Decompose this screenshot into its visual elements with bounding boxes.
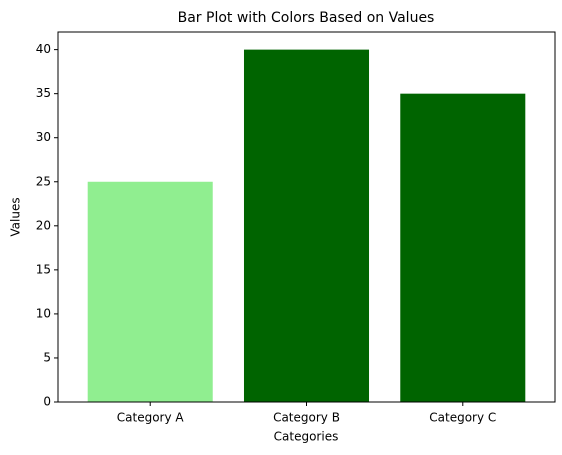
y-tick-label: 35 xyxy=(36,86,51,100)
y-tick-label: 5 xyxy=(43,350,51,364)
y-tick-label: 25 xyxy=(36,174,51,188)
bar xyxy=(87,181,213,402)
x-tick-label: Category A xyxy=(117,411,185,425)
x-axis-label: Categories xyxy=(274,430,339,444)
y-tick-label: 15 xyxy=(36,262,51,276)
y-tick-label: 10 xyxy=(36,306,51,320)
y-tick-label: 0 xyxy=(43,395,51,409)
axes-frame xyxy=(57,31,556,403)
x-tick-label: Category B xyxy=(273,411,340,425)
bar xyxy=(400,93,526,403)
chart-title: Bar Plot with Colors Based on Values xyxy=(178,10,435,26)
y-tick-label: 40 xyxy=(36,42,51,56)
bar xyxy=(243,49,370,402)
y-tick-label: 20 xyxy=(36,218,51,232)
x-tick-label: Category C xyxy=(429,411,496,425)
y-tick-label: 30 xyxy=(36,130,51,144)
y-axis-label: Values xyxy=(9,197,23,236)
